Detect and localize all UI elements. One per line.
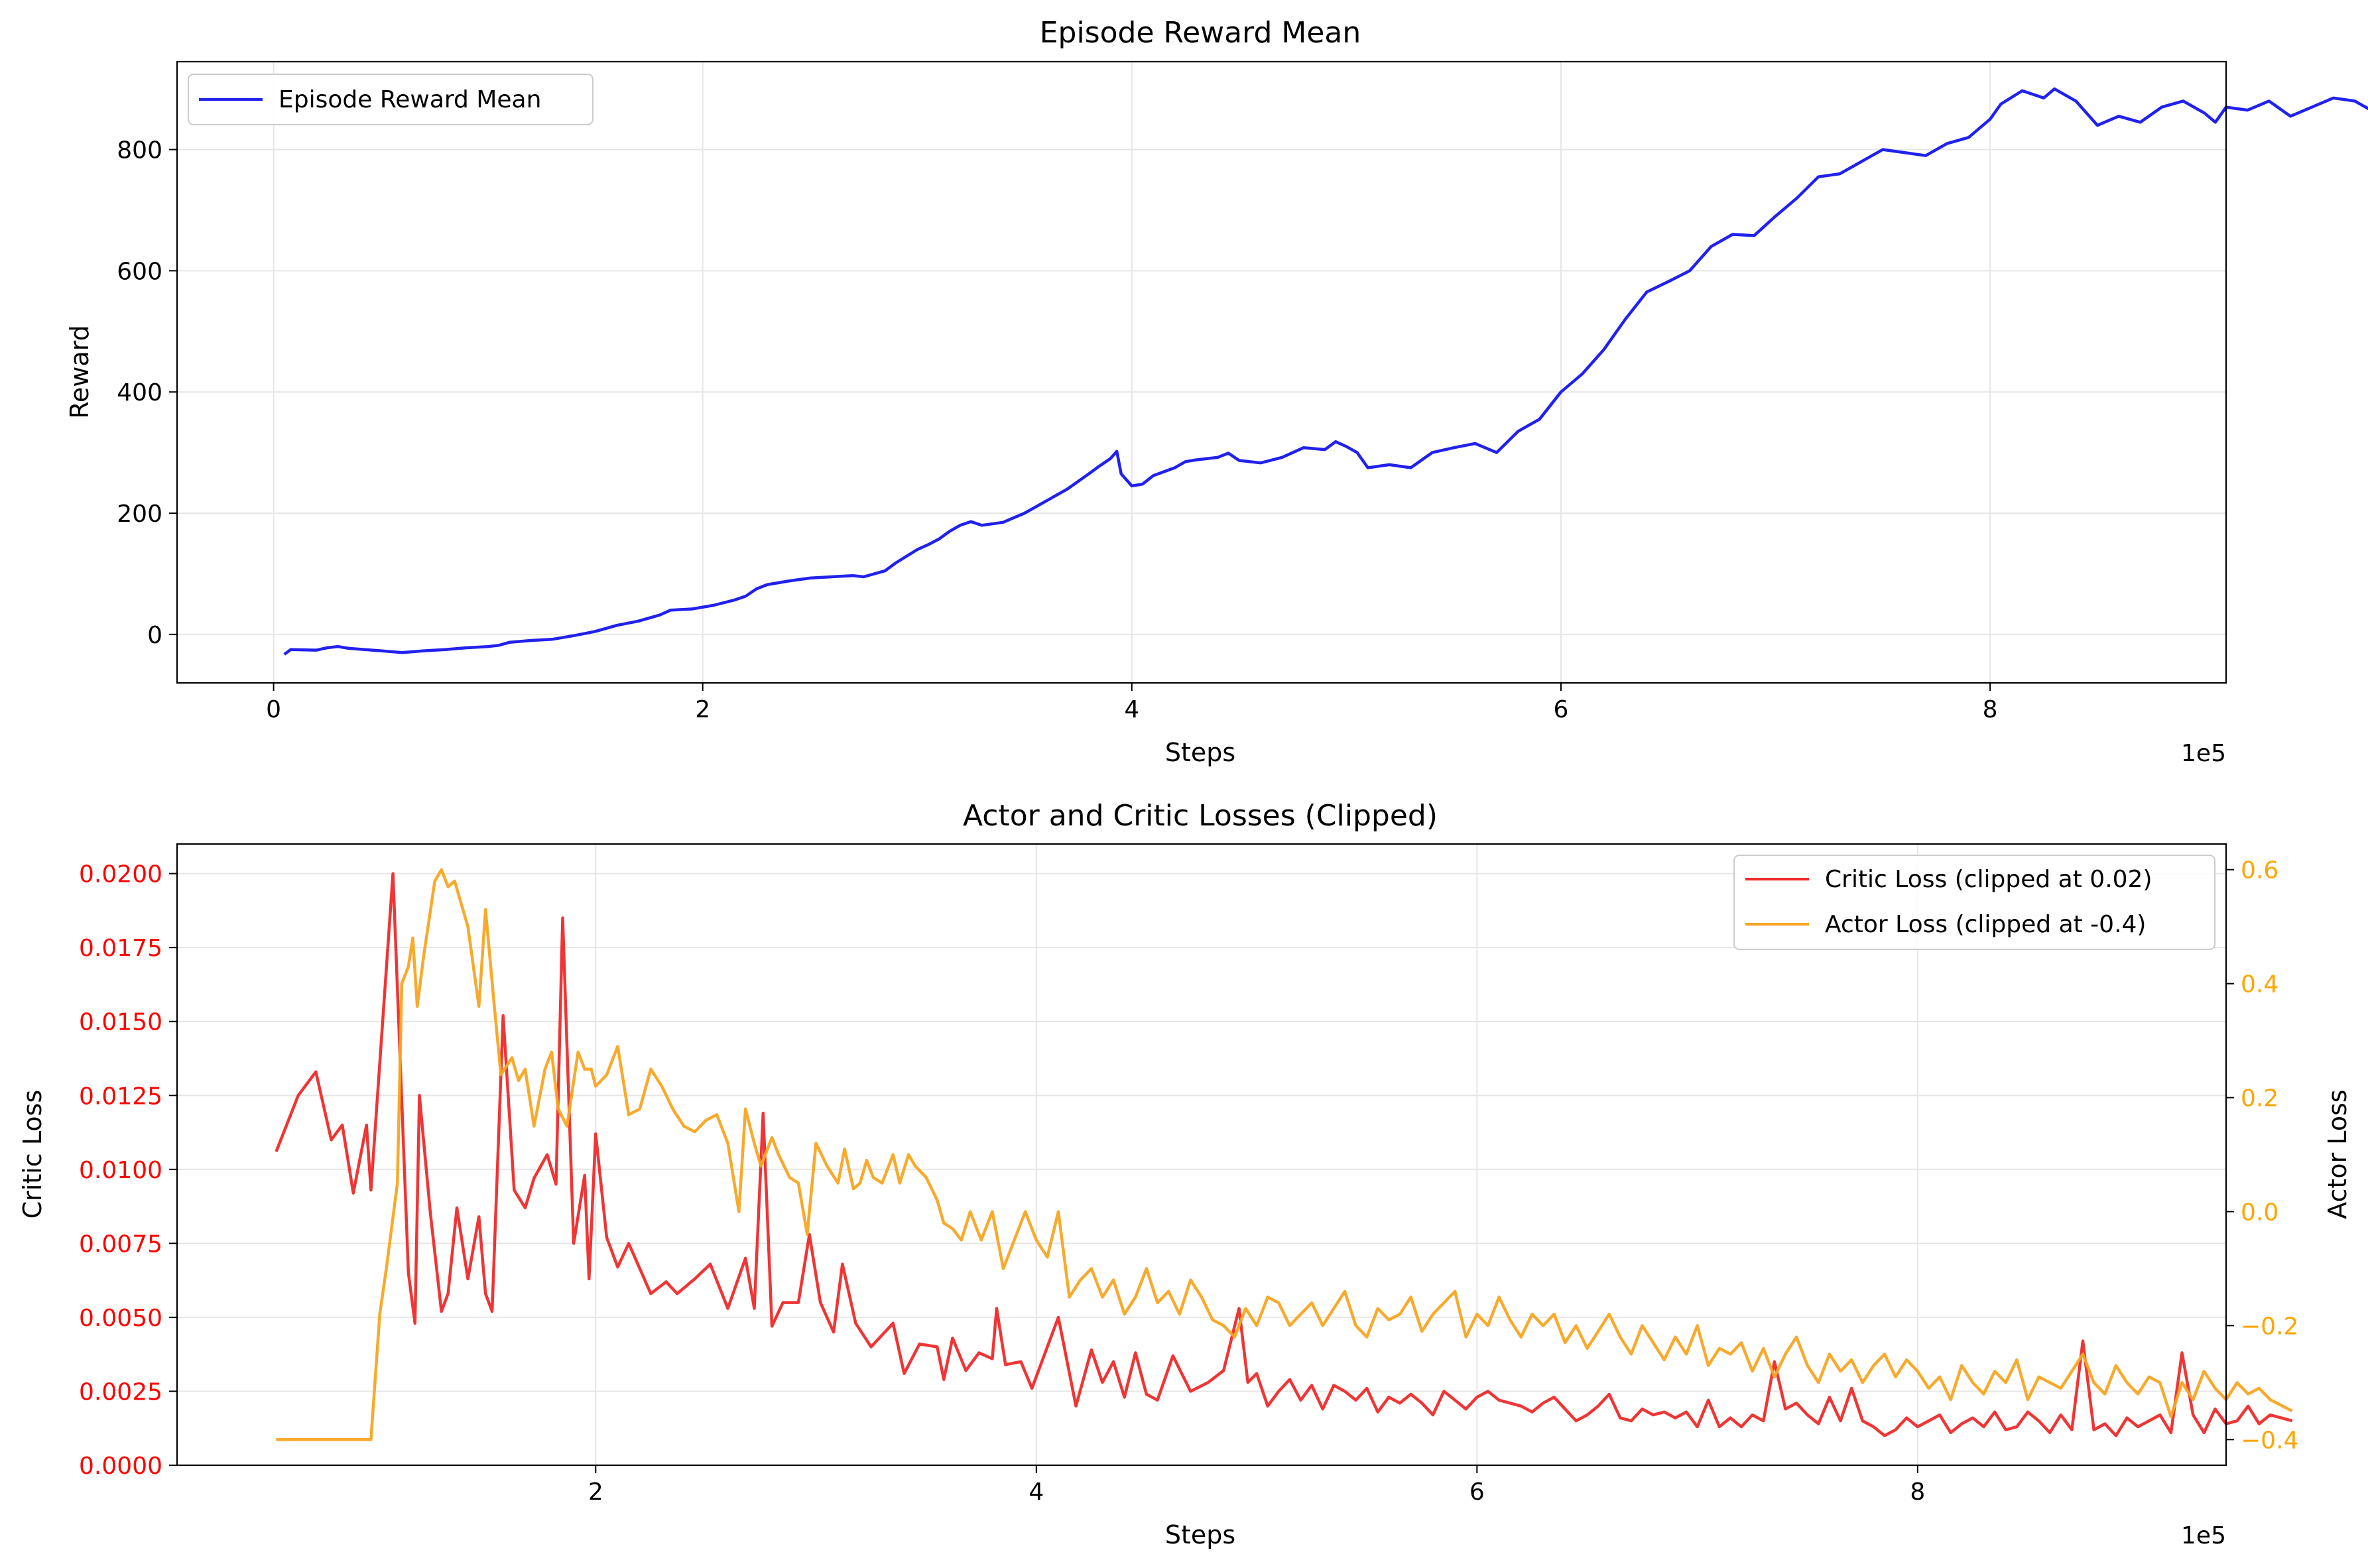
loss-chart-title: Actor and Critic Losses (Clipped) <box>963 799 1438 833</box>
actor-loss-line <box>276 868 2293 1441</box>
critic-loss-line <box>275 872 2293 1437</box>
critic-y-tick-label: 0.0100 <box>79 1157 162 1184</box>
reward-chart-y-label: Reward <box>65 325 94 419</box>
reward-x-tick-label: 4 <box>1124 696 1139 723</box>
actor-y-tick-label: 0.6 <box>2241 857 2278 884</box>
reward-x-tick-label: 2 <box>695 696 710 723</box>
critic-y-tick-label: 0.0175 <box>79 935 162 962</box>
actor-y-tick-label: −0.4 <box>2241 1427 2298 1454</box>
loss-x-tick-label: 6 <box>1469 1478 1485 1506</box>
actor-legend-label: Actor Loss (clipped at -0.4) <box>1825 911 2146 938</box>
loss-chart-ticks: 2 4 6 8 0.0000 0.0025 0.0050 0.0075 0.0100 0.0125… <box>79 857 2298 1506</box>
critic-legend-label: Critic Loss (clipped at 0.02) <box>1825 866 2152 893</box>
reward-chart-x-offset: 1e5 <box>2181 740 2226 767</box>
reward-legend-label: Episode Reward Mean <box>279 86 541 113</box>
reward-x-tick-label: 0 <box>266 696 281 723</box>
critic-y-tick-label: 0.0000 <box>79 1453 162 1480</box>
reward-y-tick-label: 800 <box>117 137 162 164</box>
reward-y-tick-label: 400 <box>117 379 162 406</box>
critic-y-tick-label: 0.0075 <box>79 1231 162 1258</box>
reward-chart-legend: Episode Reward Mean <box>188 74 593 125</box>
actor-y-tick-label: 0.0 <box>2241 1199 2278 1226</box>
actor-y-tick-label: 0.4 <box>2241 971 2278 998</box>
loss-chart-x-offset: 1e5 <box>2181 1522 2226 1549</box>
reward-chart-frame <box>176 60 2227 684</box>
reward-chart-x-label: Steps <box>1165 738 1235 767</box>
loss-legend-box <box>1733 855 2215 950</box>
loss-chart-legend: Critic Loss (clipped at 0.02) Actor Loss… <box>1733 855 2215 950</box>
reward-y-tick-label: 0 <box>147 622 162 649</box>
loss-chart: Actor and Critic Losses (Clipped) 2 4 6 8 0.… <box>18 799 2352 1549</box>
reward-x-tick-label: 6 <box>1554 696 1569 723</box>
critic-y-tick-label: 0.0150 <box>79 1009 162 1036</box>
loss-chart-right-y-label: Actor Loss <box>2323 1089 2352 1219</box>
reward-chart-title: Episode Reward Mean <box>1040 16 1361 50</box>
reward-x-tick-label: 8 <box>1983 696 1998 723</box>
critic-y-tick-label: 0.0050 <box>79 1305 162 1332</box>
loss-chart-left-y-label: Critic Loss <box>18 1090 47 1219</box>
critic-y-tick-label: 0.0200 <box>79 861 162 888</box>
loss-chart-frame <box>176 843 2227 1467</box>
reward-y-tick-label: 200 <box>117 501 162 528</box>
actor-y-tick-label: −0.2 <box>2241 1313 2298 1340</box>
reward-chart-series <box>283 87 2368 656</box>
critic-y-tick-label: 0.0125 <box>79 1083 162 1110</box>
loss-x-tick-label: 2 <box>588 1478 603 1506</box>
reward-chart-ticks: 0 2 4 6 8 0 200 400 600 800 <box>117 137 1997 723</box>
loss-chart-series <box>275 868 2293 1441</box>
reward-legend-box <box>188 74 593 125</box>
reward-series-line <box>283 87 2368 656</box>
reward-chart: Episode Reward Mean 0 2 4 6 8 0 200 400 600 800 S… <box>65 16 2368 767</box>
critic-y-tick-label: 0.0025 <box>79 1378 162 1406</box>
actor-y-tick-label: 0.2 <box>2241 1085 2278 1113</box>
loss-x-tick-label: 4 <box>1028 1478 1044 1506</box>
reward-y-tick-label: 600 <box>117 258 162 285</box>
loss-chart-x-label: Steps <box>1165 1520 1235 1549</box>
loss-x-tick-label: 8 <box>1910 1478 1925 1506</box>
